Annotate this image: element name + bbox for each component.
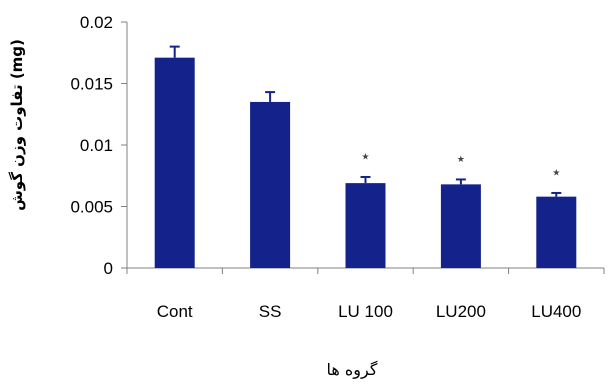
x-axis-title: گروه ها [327,360,378,380]
x-tick-label: LU400 [531,302,581,321]
significance-mark: ٭ [552,163,560,181]
significance-mark: ٭ [361,147,369,165]
x-tick-label: LU 100 [338,302,393,321]
y-axis-ticks: 0 0.005 0.01 0.015 0.02 [70,13,127,278]
y-tick-label: 0 [104,259,113,278]
x-axis-labels: Cont SS LU 100 LU200 LU400 [157,302,582,321]
x-tick-label: LU200 [436,302,486,321]
bar [250,101,291,268]
y-tick-label: 0.01 [80,136,113,155]
x-tick-label: SS [259,302,282,321]
y-tick-label: 0.015 [70,75,113,94]
y-tick-label: 0.005 [70,198,113,217]
bar [154,57,195,268]
significance-mark: ٭ [457,149,465,167]
y-axis-title: تفاوت وزن گوش (mg) [8,39,26,211]
bar [536,196,577,268]
y-tick-label: 0.02 [80,13,113,32]
chart-bars: ٭ ٭ ٭ [154,45,577,268]
x-tick-label: Cont [157,302,193,321]
bar [345,183,386,268]
bar [440,184,481,268]
